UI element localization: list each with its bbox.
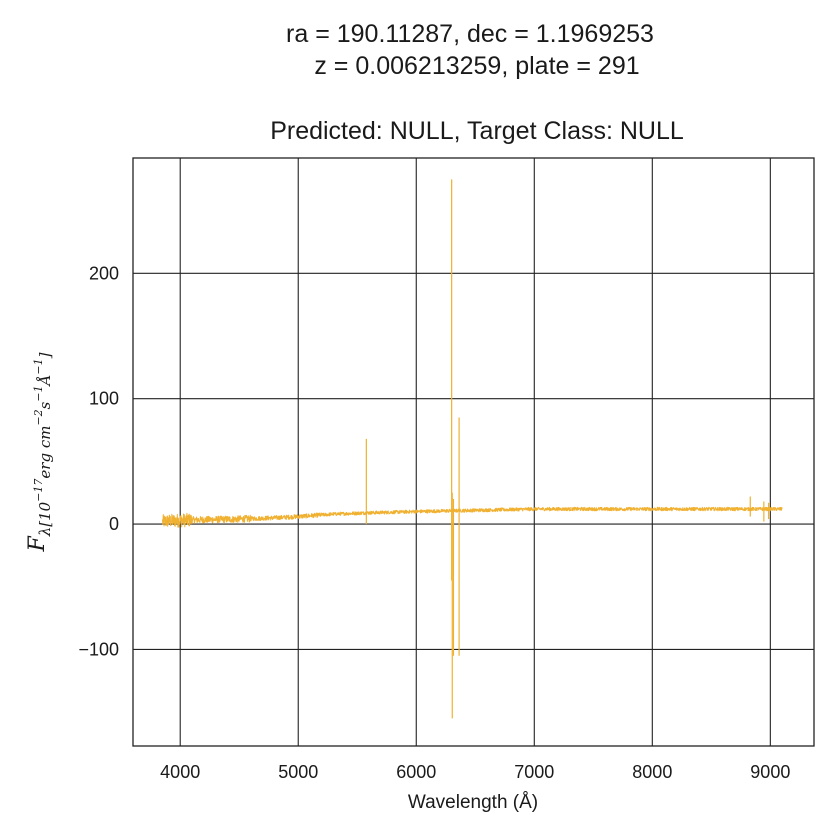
y-label-end: ]	[36, 352, 54, 359]
title-line-2: z = 0.006213259, plate = 291	[314, 52, 639, 80]
plot-frame	[132, 157, 815, 747]
x-tick-label: 7000	[514, 762, 554, 782]
x-tick-label: 9000	[750, 762, 790, 782]
y-axis-label: Fλ[10−17erg cm−2s−1Å−1]	[25, 352, 54, 552]
x-tick-label: 5000	[278, 762, 318, 782]
title-line-1: ra = 190.11287, dec = 1.1969253	[286, 20, 654, 48]
y-tick-label: 0	[109, 514, 119, 534]
grid-lines	[133, 158, 814, 746]
y-axis-label-group: Fλ[10−17erg cm−2s−1Å−1]	[25, 352, 54, 552]
x-tick-label: 8000	[632, 762, 672, 782]
y-label-main: F	[25, 536, 50, 553]
y-tick-label: 200	[89, 263, 119, 283]
y-label-exp4: −1	[32, 358, 45, 374]
x-tick-label: 4000	[160, 762, 200, 782]
x-axis-label: Wavelength (Å)	[408, 792, 538, 813]
plot-background	[133, 158, 814, 746]
y-tick-label: 100	[89, 389, 119, 409]
y-label-mid1: erg cm	[36, 426, 54, 479]
title-line-3: Predicted: NULL, Target Class: NULL	[270, 117, 684, 145]
y-label-sub: λ[10	[36, 501, 54, 537]
y-tick-label: −100	[78, 639, 119, 659]
spectrum-series	[162, 179, 783, 719]
y-label-mid3: Å	[36, 375, 54, 388]
y-label-mid2: s	[36, 401, 54, 409]
y-label-exp2: −2	[32, 409, 45, 425]
x-tick-label: 6000	[396, 762, 436, 782]
y-label-exp3: −1	[32, 385, 45, 401]
x-tick-labels: 4000 5000 6000 7000 8000 9000	[160, 762, 790, 782]
y-tick-labels: −100 0 100 200	[78, 263, 119, 659]
y-label-exp1: −17	[32, 479, 45, 502]
plot-area	[132, 157, 815, 747]
spectrum-line	[162, 506, 783, 528]
